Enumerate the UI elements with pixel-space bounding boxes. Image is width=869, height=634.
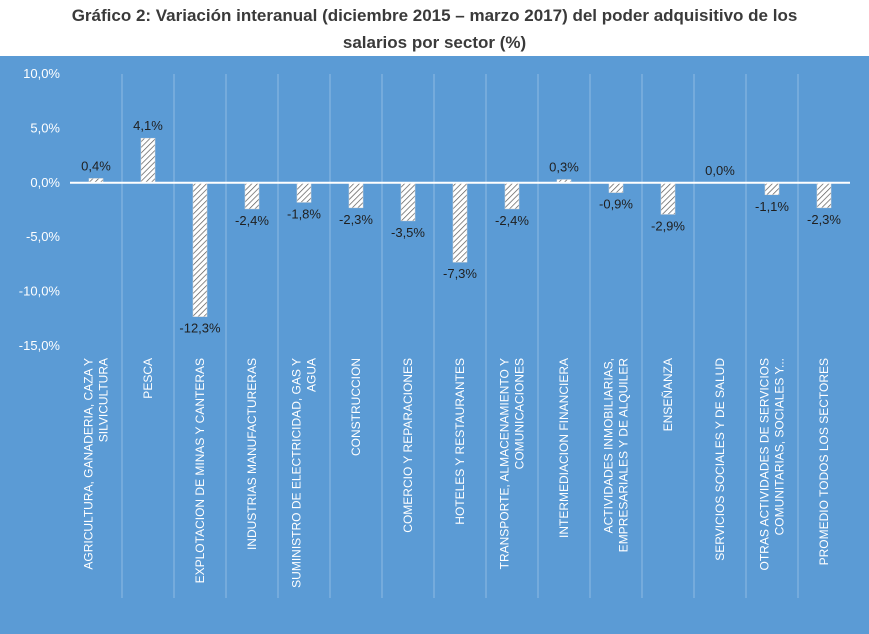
category-label: ENSEÑANZA (661, 358, 675, 431)
category-label: SERVICIOS SOCIALES Y DE SALUD (713, 358, 727, 561)
bar (348, 182, 364, 209)
category-labels: AGRICULTURA, GANADERIA, CAZA Y SILVICULTU… (82, 358, 832, 588)
data-label: 0,3% (549, 160, 579, 175)
category-separators (121, 74, 799, 598)
category-label: CONSTRUCCION (349, 358, 363, 456)
y-tick-label: -5,0% (26, 229, 60, 244)
bar-chart: 10,0% 5,0% 0,0% -5,0% -10,0% -15,0% 0,4% 4,1% -… (19, 66, 850, 598)
data-label: -0,9% (599, 197, 633, 212)
data-label: 0,4% (81, 158, 111, 173)
data-label: -2,9% (651, 218, 685, 233)
data-label: -2,3% (807, 212, 841, 227)
category-label: INTERMEDIACION FINANCIERA (557, 358, 571, 538)
category-label: PROMEDIO TODOS LOS SECTORES (817, 358, 831, 565)
category-label: PESCA (141, 358, 155, 399)
y-tick-label: -10,0% (19, 284, 61, 299)
chart-title-line-1: Gráfico 2: Variación interanual (diciemb… (71, 6, 798, 25)
bar (660, 182, 676, 215)
y-tick-label: 5,0% (30, 120, 60, 135)
category-label: COMUNITARIAS, SOCIALES Y... (773, 358, 787, 535)
category-label: AGUA (305, 358, 319, 392)
data-label: -7,3% (443, 266, 477, 281)
chart-title: Gráfico 2: Variación interanual (diciemb… (0, 2, 869, 56)
bar (816, 182, 832, 209)
data-label: -2,3% (339, 212, 373, 227)
category-label: HOTELES Y RESTAURANTES (453, 358, 467, 525)
chart-title-line-2: salarios por sector (%) (342, 33, 527, 52)
bar (296, 182, 312, 203)
y-tick-label: -15,0% (19, 338, 61, 353)
bar (764, 182, 780, 196)
category-label: SUMINISTRO DE ELECTRICIDAD, GAS Y (290, 358, 304, 588)
chart-background: 10,0% 5,0% 0,0% -5,0% -10,0% -15,0% 0,4% 4,1% -… (0, 56, 869, 634)
data-label: -2,4% (495, 213, 529, 228)
category-label: SILVICULTURA (97, 358, 111, 442)
data-label: -3,5% (391, 225, 425, 240)
data-label: -2,4% (235, 213, 269, 228)
data-label: -1,1% (755, 199, 789, 214)
bar (504, 182, 520, 210)
data-label: -12,3% (179, 321, 221, 336)
category-label: ACTIVIDADES INMOBILIARIAS, (602, 358, 616, 533)
data-labels: 0,4% 4,1% -12,3% -2,4% -1,8% -2,3% -3,5% -7,3% -… (81, 118, 841, 335)
y-axis-tick-labels: 10,0% 5,0% 0,0% -5,0% -10,0% -15,0% (19, 66, 61, 353)
category-label: TRANSPORTE, ALMACENAMIENTO Y (498, 358, 512, 569)
category-label: EXPLOTACION DE MINAS Y CANTERAS (193, 358, 207, 583)
bar-series (88, 137, 832, 317)
category-label: OTRAS ACTIVIDADES DE SERVICIOS (758, 358, 772, 571)
bar (452, 182, 468, 263)
bar (244, 182, 260, 210)
y-tick-label: 10,0% (23, 66, 60, 81)
y-tick-label: 0,0% (30, 175, 60, 190)
data-label: -1,8% (287, 206, 321, 221)
category-label: COMERCIO Y REPARACIONES (401, 358, 415, 533)
bar (400, 182, 416, 222)
bar (608, 182, 624, 193)
category-label: AGRICULTURA, GANADERIA, CAZA Y (82, 358, 96, 570)
data-label: 4,1% (133, 118, 163, 133)
category-label: INDUSTRIAS MANUFACTURERAS (245, 358, 259, 550)
bar (140, 137, 156, 184)
category-label: EMPRESARIALES Y DE ALQUILER (617, 358, 631, 553)
data-label: 0,0% (705, 163, 735, 178)
bar (192, 182, 208, 317)
category-label: COMUNICACIONES (513, 358, 527, 469)
